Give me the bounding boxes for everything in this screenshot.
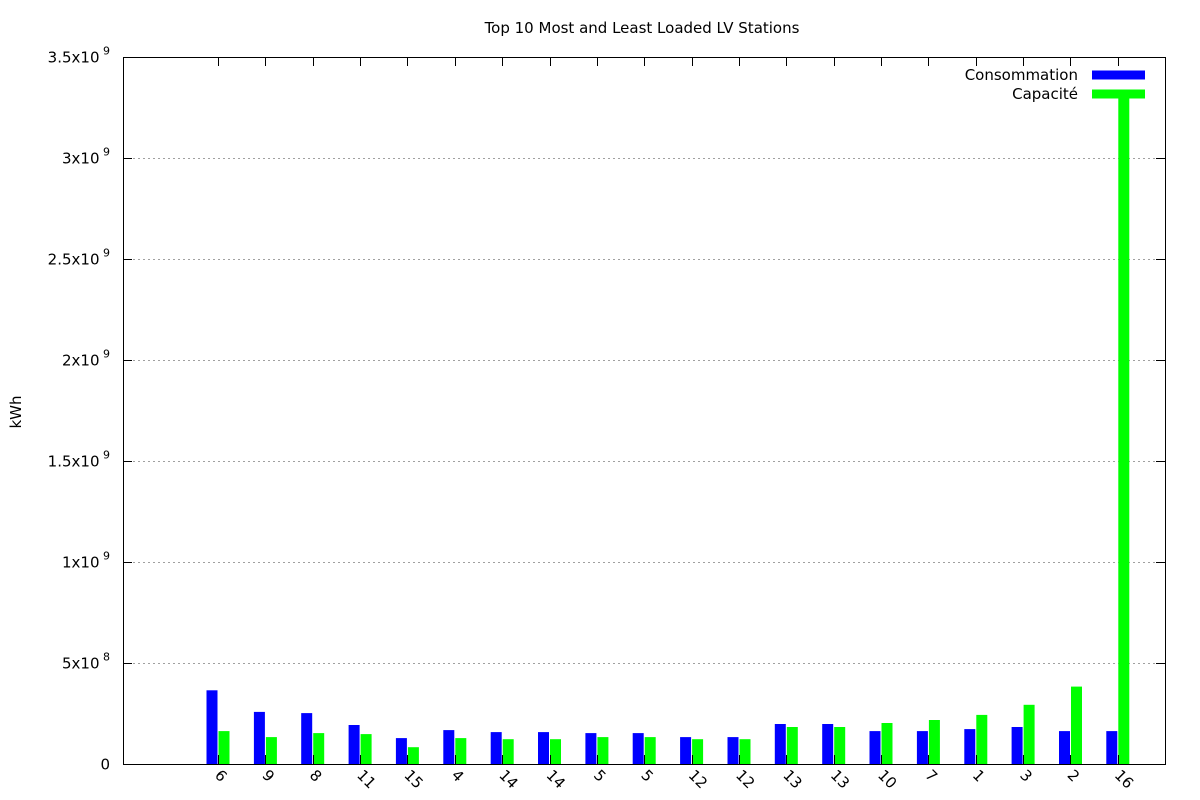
bar-capacit-15 bbox=[881, 723, 893, 764]
y-axis-label: kWh bbox=[7, 395, 25, 428]
y-tick-label: 2.5x10 9 bbox=[48, 247, 110, 269]
x-axis: 6 9 8 11 15 4 14 14 5 5 12 12 13 13 10 7 1 3 2 16 bbox=[211, 57, 1137, 792]
y-axis: 0 5x10 8 1x10 9 1.5x10 9 2x10 9 2.5x10 9 3x10 … bbox=[48, 45, 1165, 774]
bar-consommation-16 bbox=[916, 731, 928, 764]
chart-title: Top 10 Most and Least Loaded LV Stations bbox=[484, 19, 800, 37]
legend-label: Capacité bbox=[1012, 85, 1078, 103]
x-tick-label: 4 bbox=[448, 766, 467, 785]
x-tick-label: 12 bbox=[685, 766, 711, 792]
bar-capacit-14 bbox=[834, 727, 846, 764]
legend-swatch bbox=[1092, 70, 1145, 80]
x-tick-label: 9 bbox=[259, 766, 278, 785]
y-tick-label: 5x10 8 bbox=[62, 651, 110, 673]
bar-capacit-9 bbox=[597, 737, 609, 764]
x-tick-label: 6 bbox=[211, 766, 230, 785]
x-tick-label: 2 bbox=[1064, 766, 1083, 785]
bar-capacit-16 bbox=[928, 720, 940, 764]
bar-consommation-5 bbox=[395, 738, 407, 764]
x-tick-label: 12 bbox=[732, 766, 758, 792]
x-tick-label: 13 bbox=[779, 766, 805, 792]
bar-consommation-7 bbox=[490, 732, 502, 764]
bar-capacit-4 bbox=[360, 734, 372, 764]
legend-label: Consommation bbox=[965, 66, 1078, 84]
bar-capacit-7 bbox=[502, 739, 514, 764]
bar-consommation-13 bbox=[774, 724, 786, 764]
legend-swatch bbox=[1092, 89, 1145, 99]
bar-capacit-2 bbox=[265, 737, 277, 764]
bar-capacit-20 bbox=[1118, 97, 1130, 764]
bar-consommation-19 bbox=[1059, 731, 1070, 764]
bar-capacit-11 bbox=[692, 739, 704, 764]
bar-consommation-17 bbox=[964, 729, 976, 764]
bar-capacit-19 bbox=[1071, 686, 1082, 764]
bar-capacit-8 bbox=[550, 739, 561, 764]
bar-consommation-8 bbox=[538, 732, 549, 764]
x-tick-label: 10 bbox=[874, 766, 900, 792]
y-tick-label: 0 bbox=[100, 756, 110, 774]
x-tick-label: 14 bbox=[495, 766, 521, 792]
bar-capacit-3 bbox=[313, 733, 325, 764]
bar-consommation-10 bbox=[632, 733, 644, 764]
y-tick-label: 3.5x10 9 bbox=[48, 45, 110, 67]
y-tick-label: 3x10 9 bbox=[62, 146, 110, 168]
y-tick-label: 1.5x10 9 bbox=[48, 449, 110, 471]
y-tick-label: 1x10 9 bbox=[62, 550, 110, 572]
x-tick-label: 13 bbox=[827, 766, 853, 792]
bar-capacit-5 bbox=[407, 747, 419, 764]
y-tick-label: 2x10 9 bbox=[62, 348, 110, 370]
bar-capacit-10 bbox=[644, 737, 656, 764]
x-tick-label: 5 bbox=[637, 766, 656, 785]
bar-consommation-14 bbox=[822, 724, 834, 764]
bar-consommation-2 bbox=[253, 711, 265, 764]
bars bbox=[206, 97, 1130, 764]
bar-capacit-17 bbox=[976, 714, 988, 764]
x-tick-label: 5 bbox=[590, 766, 609, 785]
bar-consommation-20 bbox=[1106, 731, 1118, 764]
x-tick-label: 11 bbox=[353, 766, 379, 792]
bar-consommation-12 bbox=[727, 737, 739, 764]
bar-consommation-3 bbox=[301, 713, 313, 764]
bar-capacit-18 bbox=[1023, 704, 1035, 764]
gridlines bbox=[123, 158, 1165, 664]
x-tick-label: 7 bbox=[922, 766, 941, 785]
bar-consommation-1 bbox=[206, 690, 218, 764]
bar-capacit-6 bbox=[455, 738, 467, 764]
x-tick-label: 3 bbox=[1016, 766, 1035, 785]
bar-consommation-11 bbox=[680, 737, 692, 764]
bar-consommation-4 bbox=[348, 725, 360, 764]
x-tick-label: 14 bbox=[543, 766, 569, 792]
bar-consommation-6 bbox=[443, 730, 455, 764]
bar-capacit-1 bbox=[218, 731, 230, 764]
bar-capacit-13 bbox=[786, 727, 798, 764]
bar-consommation-9 bbox=[585, 733, 597, 764]
x-tick-label: 15 bbox=[401, 766, 427, 792]
bar-consommation-18 bbox=[1011, 727, 1023, 764]
plot-frame bbox=[123, 57, 1166, 765]
x-tick-label: 16 bbox=[1111, 766, 1137, 792]
bar-consommation-15 bbox=[869, 731, 881, 764]
x-tick-label: 1 bbox=[969, 766, 988, 785]
bar-capacit-12 bbox=[739, 739, 751, 764]
x-tick-label: 8 bbox=[306, 766, 325, 785]
